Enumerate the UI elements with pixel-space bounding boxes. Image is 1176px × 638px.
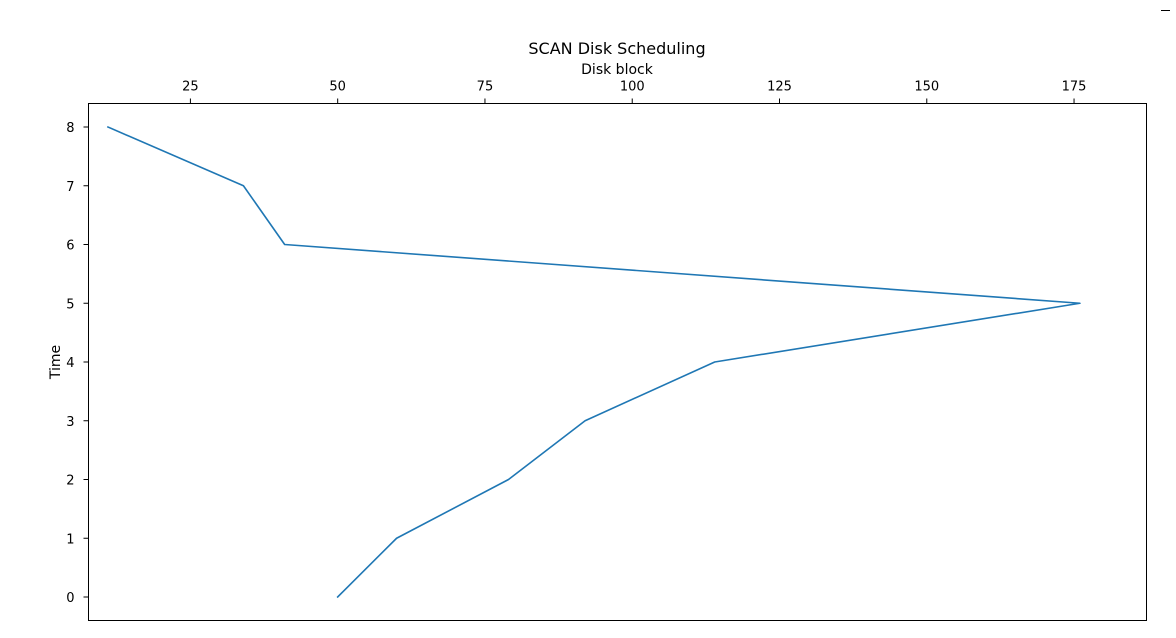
series-line xyxy=(106,125,1081,599)
y-tick-label: 1 xyxy=(66,532,74,547)
y-tick-label: 7 xyxy=(66,180,74,195)
y-tick-label: 4 xyxy=(66,356,74,371)
x-tick-label: 175 xyxy=(1062,80,1087,95)
y-tick-label: 5 xyxy=(66,297,74,312)
x-tick-label: 75 xyxy=(477,80,494,95)
y-tick-label: 6 xyxy=(66,239,74,254)
y-tick-label: 2 xyxy=(66,474,74,489)
x-tick-label: 50 xyxy=(329,80,346,95)
x-tick-label: 25 xyxy=(182,80,199,95)
y-axis-label: Time xyxy=(48,345,64,380)
y-axis-ticks: 0 1 2 3 4 5 6 7 8 xyxy=(66,121,89,606)
plot-frame xyxy=(88,103,1147,621)
x-axis-label: Disk block xyxy=(581,62,654,78)
x-tick-label: 125 xyxy=(767,80,792,95)
y-tick-label: 3 xyxy=(66,415,74,430)
chart-title: SCAN Disk Scheduling xyxy=(528,39,705,58)
x-tick-label: 100 xyxy=(620,80,645,95)
x-axis-ticks: 25 50 75 100 125 150 175 xyxy=(182,80,1086,104)
y-tick-label: 0 xyxy=(66,591,74,606)
x-tick-label: 150 xyxy=(914,80,939,95)
y-tick-label: 8 xyxy=(66,121,74,136)
series-layer xyxy=(106,125,1081,599)
